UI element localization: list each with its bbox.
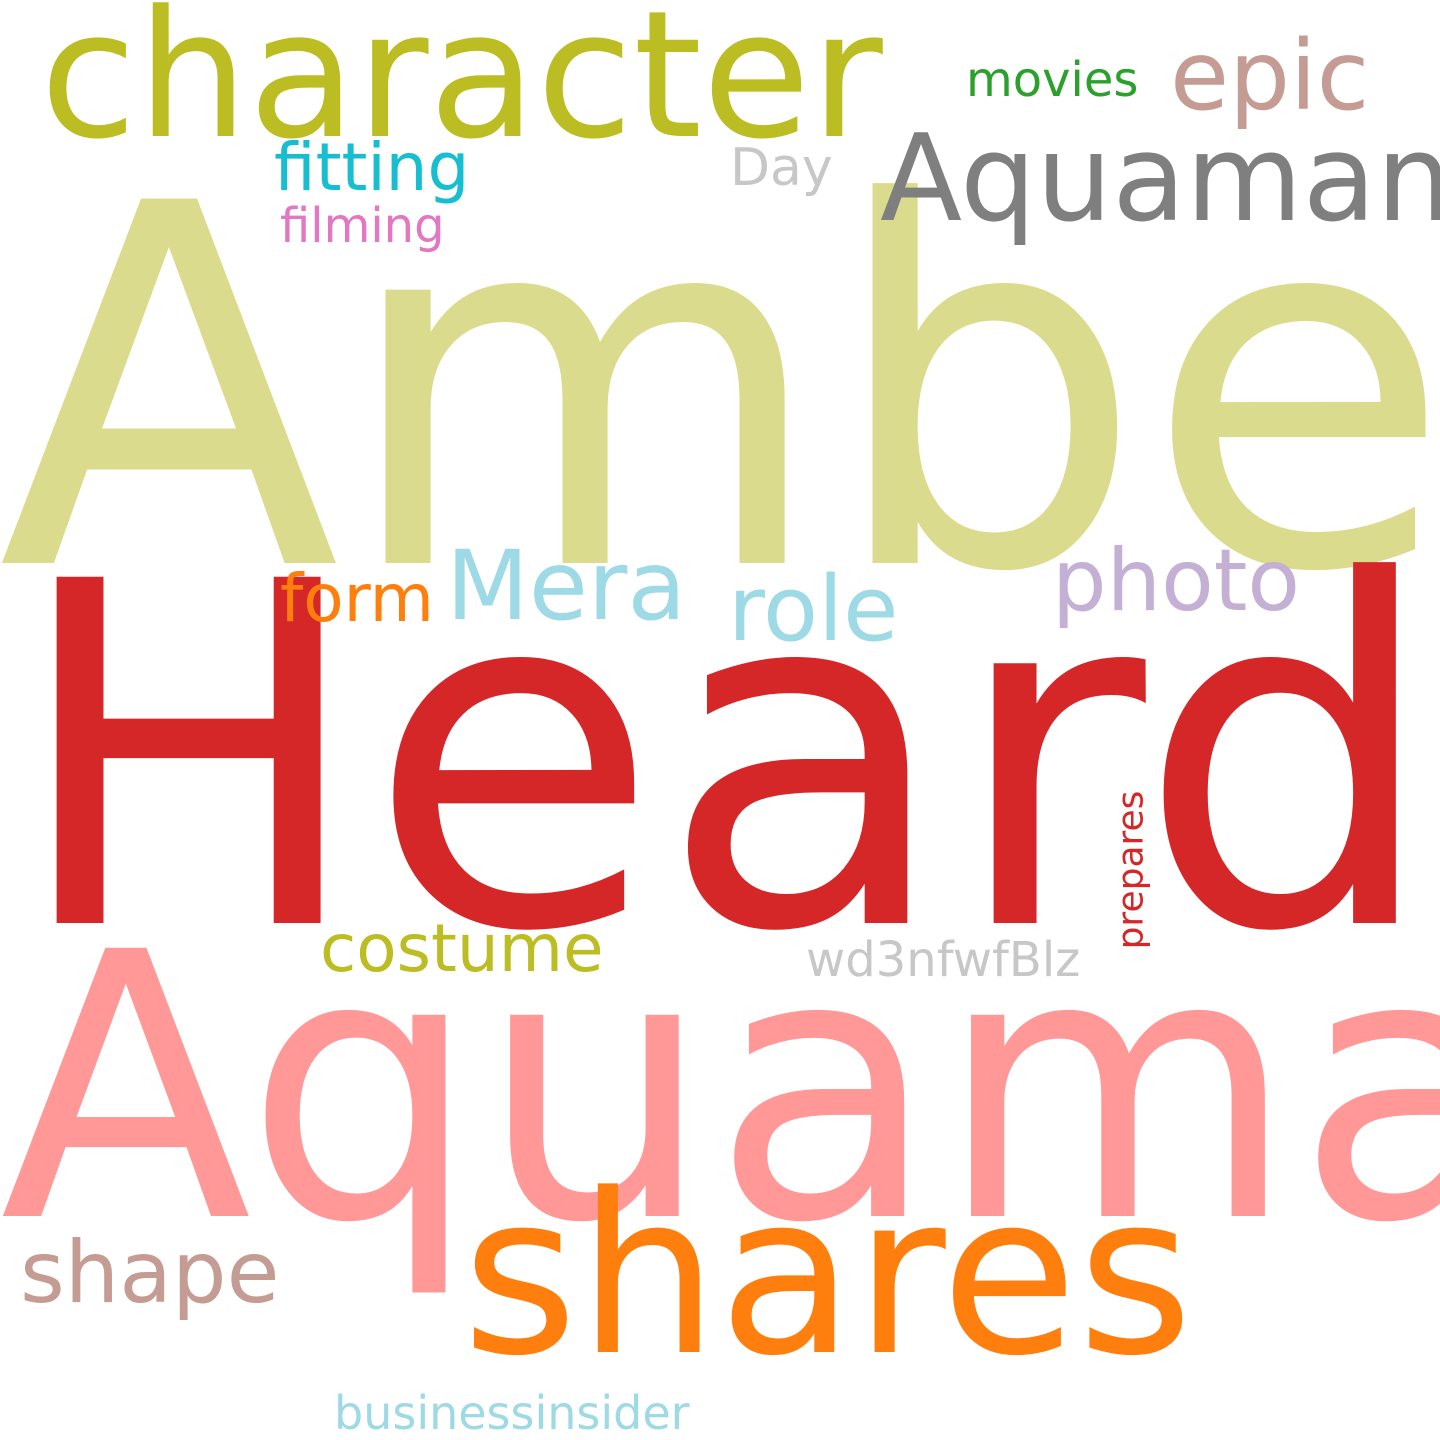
word-photo: photo (1052, 531, 1301, 631)
word-shape: shape (20, 1223, 280, 1323)
word-costume: costume (320, 910, 604, 987)
word-aquaman-possessive: Aquaman' (880, 110, 1440, 249)
word-aquaman: Aquaman (0, 874, 1440, 1303)
word-businessinsider: businessinsider (334, 1386, 690, 1440)
word-prepares: prepares (1110, 790, 1152, 950)
word-heard: Heard (10, 483, 1439, 1036)
word-filming: filming (280, 198, 445, 254)
word-character: character (40, 0, 883, 178)
word-epic: epic (1170, 20, 1370, 132)
word-role: role (728, 557, 899, 662)
word-movies: movies (966, 52, 1139, 108)
word-shares: shares (462, 1147, 1194, 1405)
word-wd3nfwfblz: wd3nfwfBlz (806, 932, 1081, 988)
word-mera: Mera (446, 530, 687, 642)
word-form: form (280, 560, 434, 637)
word-day: Day (730, 138, 833, 198)
word-amber: Amber (0, 99, 1440, 681)
word-fitting: fitting (274, 129, 470, 206)
